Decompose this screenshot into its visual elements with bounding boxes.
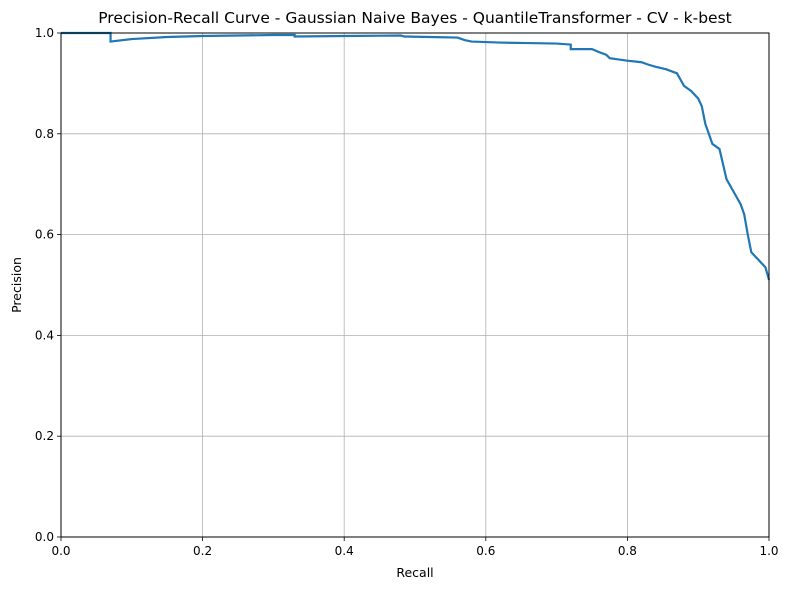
x-tick-label: 1.0 [759,544,778,558]
y-axis-label: Precision [9,257,24,313]
chart-title: Precision-Recall Curve - Gaussian Naive … [98,9,732,27]
x-tick-label: 0.6 [476,544,495,558]
x-tick-label: 0.0 [51,544,70,558]
axes-frame [60,32,770,538]
x-tick-label: 0.2 [193,544,212,558]
ticks: 0.0 0.2 0.4 0.6 0.8 1.0 0.0 0.2 0.4 0.6 0.8 1.0 [35,26,779,558]
y-tick-label: 0.4 [35,328,54,342]
y-tick-label: 0.2 [35,429,54,443]
plot-area [61,31,771,281]
x-tick-label: 0.4 [335,544,354,558]
pr-curve-line [61,31,771,281]
grid [60,32,770,538]
x-axis-label: Recall [396,565,433,580]
y-tick-label: 1.0 [35,26,54,40]
y-tick-label: 0.6 [35,228,54,242]
x-tick-label: 0.8 [618,544,637,558]
y-tick-label: 0.8 [35,127,54,141]
y-tick-label: 0.0 [35,530,54,544]
